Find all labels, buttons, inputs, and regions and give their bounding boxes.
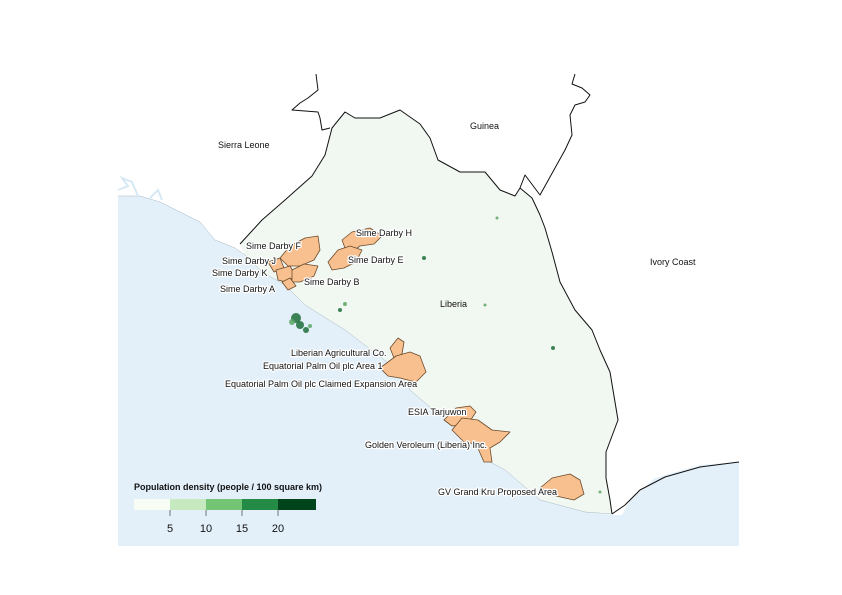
label-sime-darby-b: Sime Darby B (304, 277, 360, 287)
concession-sime-darby-e (327, 245, 363, 271)
legend-tick-label-20: 20 (272, 523, 284, 535)
concession-gv-grand-kru (539, 473, 585, 501)
legend-swatch-3 (206, 499, 242, 510)
country-borders (239, 73, 740, 515)
legend-tick-label-5: 5 (167, 523, 173, 535)
country-labels: Sierra Leone Guinea Ivory Coast Liberia (218, 121, 696, 309)
label-liberian-agricultural-co: Liberian Agricultural Co. (291, 348, 387, 358)
population-density-layer (289, 216, 602, 497)
label-sime-darby-k: Sime Darby K (212, 268, 268, 278)
density-speck (598, 490, 602, 494)
label-sierra-leone: Sierra Leone (218, 140, 270, 150)
density-speck (308, 324, 312, 328)
label-gv-grand-kru: GV Grand Kru Proposed Area (438, 487, 557, 497)
liberia-land (240, 110, 618, 514)
label-ivory-coast: Ivory Coast (650, 257, 696, 267)
density-speck (370, 260, 374, 264)
label-sime-darby-j: Sime Darby J (222, 256, 276, 266)
legend-tick-label-10: 10 (200, 523, 212, 535)
density-speck (495, 216, 499, 220)
legend-title: Population density (people / 100 square … (134, 482, 322, 492)
label-sime-darby-a: Sime Darby A (220, 284, 275, 294)
density-speck (343, 302, 347, 306)
concession-labels: Sime Darby H Sime Darby F Sime Darby E S… (211, 227, 559, 499)
density-speck (551, 346, 555, 350)
legend-swatch-5 (278, 499, 316, 510)
coastline (118, 195, 613, 515)
concession-polygons (267, 227, 585, 501)
density-speck (338, 308, 342, 312)
label-equatorial-palm-oil-expansion: Equatorial Palm Oil plc Claimed Expansio… (225, 379, 417, 389)
legend-swatch-2 (170, 499, 206, 510)
density-speck (303, 327, 309, 333)
concession-sime-darby-f (279, 235, 321, 267)
density-speck (289, 319, 295, 325)
concession-golden-veroleum (451, 417, 511, 463)
river-inlets (117, 175, 163, 201)
concession-liberian-agricultural-co (389, 337, 405, 359)
label-sime-darby-e: Sime Darby E (348, 255, 404, 265)
label-guinea: Guinea (470, 121, 499, 131)
density-speck (483, 303, 487, 307)
density-speck (422, 256, 426, 260)
label-golden-veroleum: Golden Veroleum (Liberia) Inc. (365, 440, 487, 450)
label-sime-darby-h: Sime Darby H (356, 228, 412, 238)
label-esia-tarjuwon: ESIA Tarjuwon (408, 407, 466, 417)
legend-tick-label-15: 15 (236, 523, 248, 535)
concession-sime-darby-a (281, 277, 297, 291)
legend: Population density (people / 100 square … (134, 482, 322, 535)
legend-swatch-4 (242, 499, 278, 510)
concession-equatorial-palm-oil-area-1 (379, 351, 427, 383)
label-equatorial-palm-oil-area-1: Equatorial Palm Oil plc Area 1 (263, 361, 383, 371)
density-speck (296, 321, 304, 329)
label-liberia: Liberia (440, 299, 467, 309)
label-sime-darby-f: Sime Darby F (246, 241, 302, 251)
legend-swatch-1 (134, 499, 170, 510)
